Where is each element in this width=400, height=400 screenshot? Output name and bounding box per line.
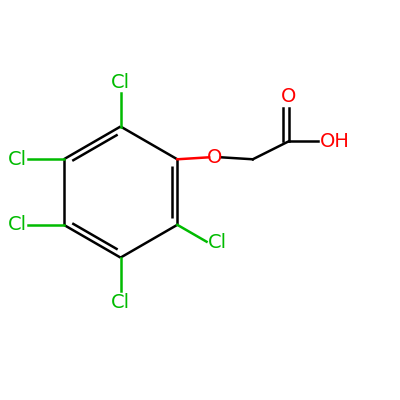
Text: O: O: [207, 148, 223, 167]
Text: Cl: Cl: [8, 150, 27, 169]
Text: Cl: Cl: [111, 292, 130, 312]
Text: Cl: Cl: [111, 72, 130, 92]
Text: O: O: [281, 87, 296, 106]
Text: Cl: Cl: [208, 233, 227, 252]
Text: Cl: Cl: [8, 215, 27, 234]
Text: OH: OH: [320, 132, 349, 151]
